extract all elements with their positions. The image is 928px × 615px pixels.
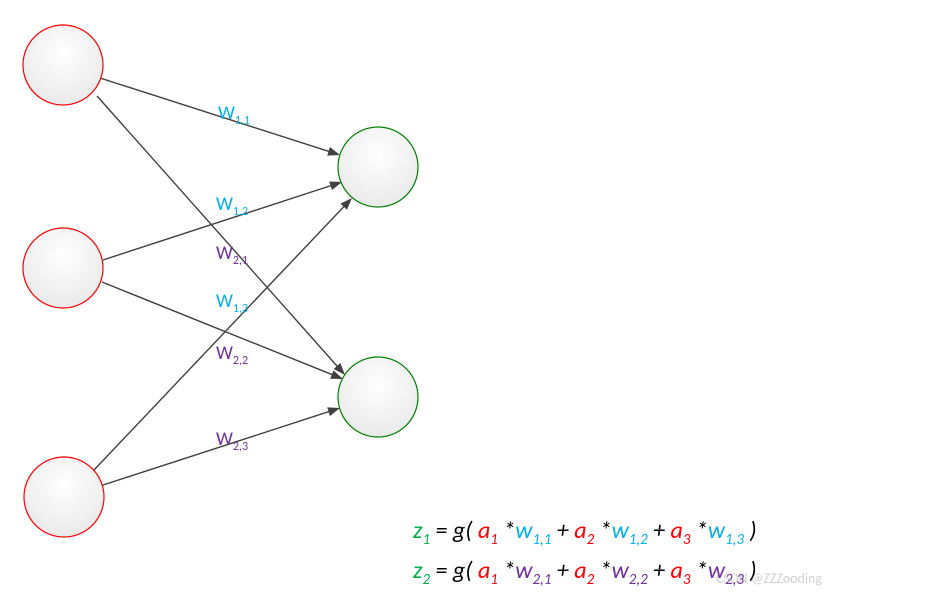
eq-w-sub: 2,2 xyxy=(629,571,648,589)
weight-label-1-3: W1,3 xyxy=(216,290,248,316)
weight-main: W xyxy=(218,102,235,125)
eq-plus: + xyxy=(648,516,671,545)
weight-main: W xyxy=(216,428,233,451)
weight-label-2-2: W2,2 xyxy=(216,342,248,368)
eq-mul: * xyxy=(498,556,515,585)
weight-sub: 2,3 xyxy=(233,440,248,454)
arrowhead xyxy=(327,147,340,156)
equation-row-1: z1 = g( a1 *w1,1 + a2 *w1,2 + a3 *w1,3 ) xyxy=(413,512,757,552)
weight-label-1-2: W1,2 xyxy=(216,193,248,219)
equation-row-2: z2 = g( a1 *w2,1 + a2 *w2,2 + a3 *w2,3 ) xyxy=(413,552,757,592)
eq-a: a xyxy=(478,556,490,585)
arrowhead xyxy=(329,181,342,190)
watermark: CSDN @ZZZooding xyxy=(716,570,822,587)
weight-main: W xyxy=(216,342,233,365)
weight-sub: 1,2 xyxy=(233,205,248,219)
eq-a: a xyxy=(574,556,586,585)
eq-w: w xyxy=(708,516,725,545)
eq-a: a xyxy=(670,556,682,585)
eq-paren-close: ) xyxy=(744,516,757,545)
weight-label-2-1: W2,1 xyxy=(216,242,248,268)
eq-plus: + xyxy=(648,556,671,585)
eq-w-sub: 1,1 xyxy=(532,531,551,549)
eq-w: w xyxy=(515,516,532,545)
eq-a: a xyxy=(478,516,490,545)
node-input-1 xyxy=(23,228,103,308)
weight-sub: 2,2 xyxy=(233,354,248,368)
eq-eq: = xyxy=(430,516,453,545)
weight-label-2-3: W2,3 xyxy=(216,428,248,454)
eq-a-sub: 1 xyxy=(490,571,498,589)
eq-plus: + xyxy=(551,556,574,585)
eq-g: g xyxy=(453,516,465,545)
eq-a-sub: 1 xyxy=(490,531,498,549)
weight-main: W xyxy=(216,193,233,216)
eq-paren-open: ( xyxy=(465,556,478,585)
eq-a: a xyxy=(574,516,586,545)
eq-a: a xyxy=(670,516,682,545)
node-input-2 xyxy=(24,457,104,537)
weight-label-1-1: W1,1 xyxy=(218,102,250,128)
node-input-0 xyxy=(23,25,103,105)
eq-w-sub: 1,3 xyxy=(725,531,744,549)
eq-mul: * xyxy=(594,556,611,585)
edges-group xyxy=(94,78,352,486)
eq-mul: * xyxy=(498,516,515,545)
eq-mul: * xyxy=(594,516,611,545)
arrowhead xyxy=(327,407,340,416)
equations: z1 = g( a1 *w1,1 + a2 *w1,2 + a3 *w1,3 )… xyxy=(413,512,757,592)
eq-plus: + xyxy=(551,516,574,545)
edge xyxy=(100,78,333,153)
weight-sub: 1,3 xyxy=(233,302,248,316)
weight-main: W xyxy=(216,242,233,265)
weight-main: W xyxy=(216,290,233,313)
eq-eq: = xyxy=(430,556,453,585)
eq-w: w xyxy=(612,516,629,545)
eq-paren-open: ( xyxy=(465,516,478,545)
eq-mul: * xyxy=(690,556,707,585)
eq-mul: * xyxy=(690,516,707,545)
eq-w: w xyxy=(612,556,629,585)
eq-w-sub: 2,1 xyxy=(532,571,551,589)
eq-w: w xyxy=(515,556,532,585)
eq-w-sub: 1,2 xyxy=(629,531,648,549)
eq-g: g xyxy=(453,556,465,585)
eq-z-sub: 2 xyxy=(422,571,430,589)
node-output-1 xyxy=(338,357,418,437)
eq-z-sub: 1 xyxy=(422,531,430,549)
weight-sub: 2,1 xyxy=(233,254,248,268)
weight-sub: 1,1 xyxy=(235,114,250,128)
node-output-0 xyxy=(338,127,418,207)
